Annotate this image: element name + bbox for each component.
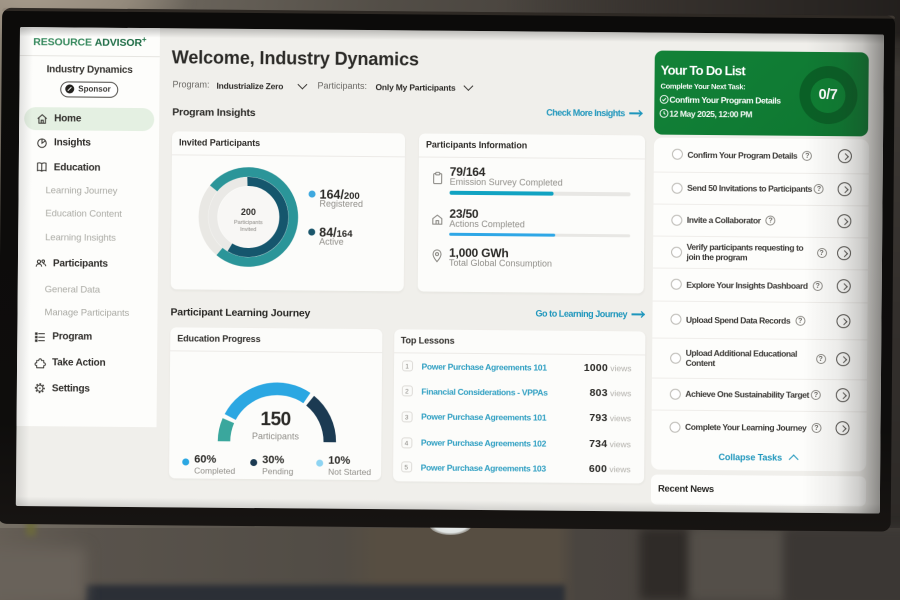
svg-text:Participants: Participants	[234, 219, 263, 225]
svg-text:200: 200	[241, 206, 256, 216]
svg-text:Invited: Invited	[240, 226, 256, 232]
